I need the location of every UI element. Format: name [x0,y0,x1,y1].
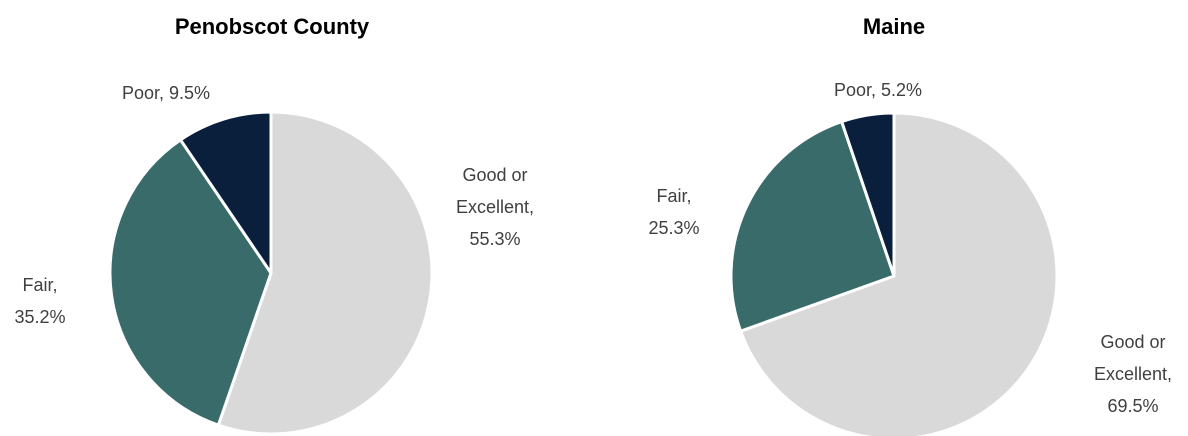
pie-slice-poor [840,111,896,278]
pie-slice-poor [179,110,273,275]
labels: Good or Excellent, 55.3% Fair, 35.2% Poor, 9.… [14,83,534,327]
penobscot-pie-chart: Penobscot County Good or Excellent, 55.3% F… [14,14,534,436]
pie-slice-fair [108,138,273,427]
data-label-fair: Fair, 35.2% [14,275,65,327]
slices [729,111,1059,436]
data-label-poor: Poor, 9.5% [122,83,210,103]
pie-slice-fair [729,120,896,333]
chart-title: Penobscot County [175,14,370,39]
data-label-poor: Poor, 5.2% [834,80,922,100]
maine-pie-chart: Maine Good or Excellent, 69.5% Fair, 25.3% Po… [648,14,1172,436]
slices [108,110,434,436]
data-label-good-or-excellent: Good or Excellent, 69.5% [1094,332,1172,416]
data-label-good-or-excellent: Good or Excellent, 55.3% [456,165,534,249]
pie-slice-good-or-excellent [739,111,1059,436]
labels: Good or Excellent, 69.5% Fair, 25.3% Poor, 5.… [648,80,1172,416]
data-label-fair: Fair, 25.3% [648,186,699,238]
chart-title: Maine [863,14,925,39]
